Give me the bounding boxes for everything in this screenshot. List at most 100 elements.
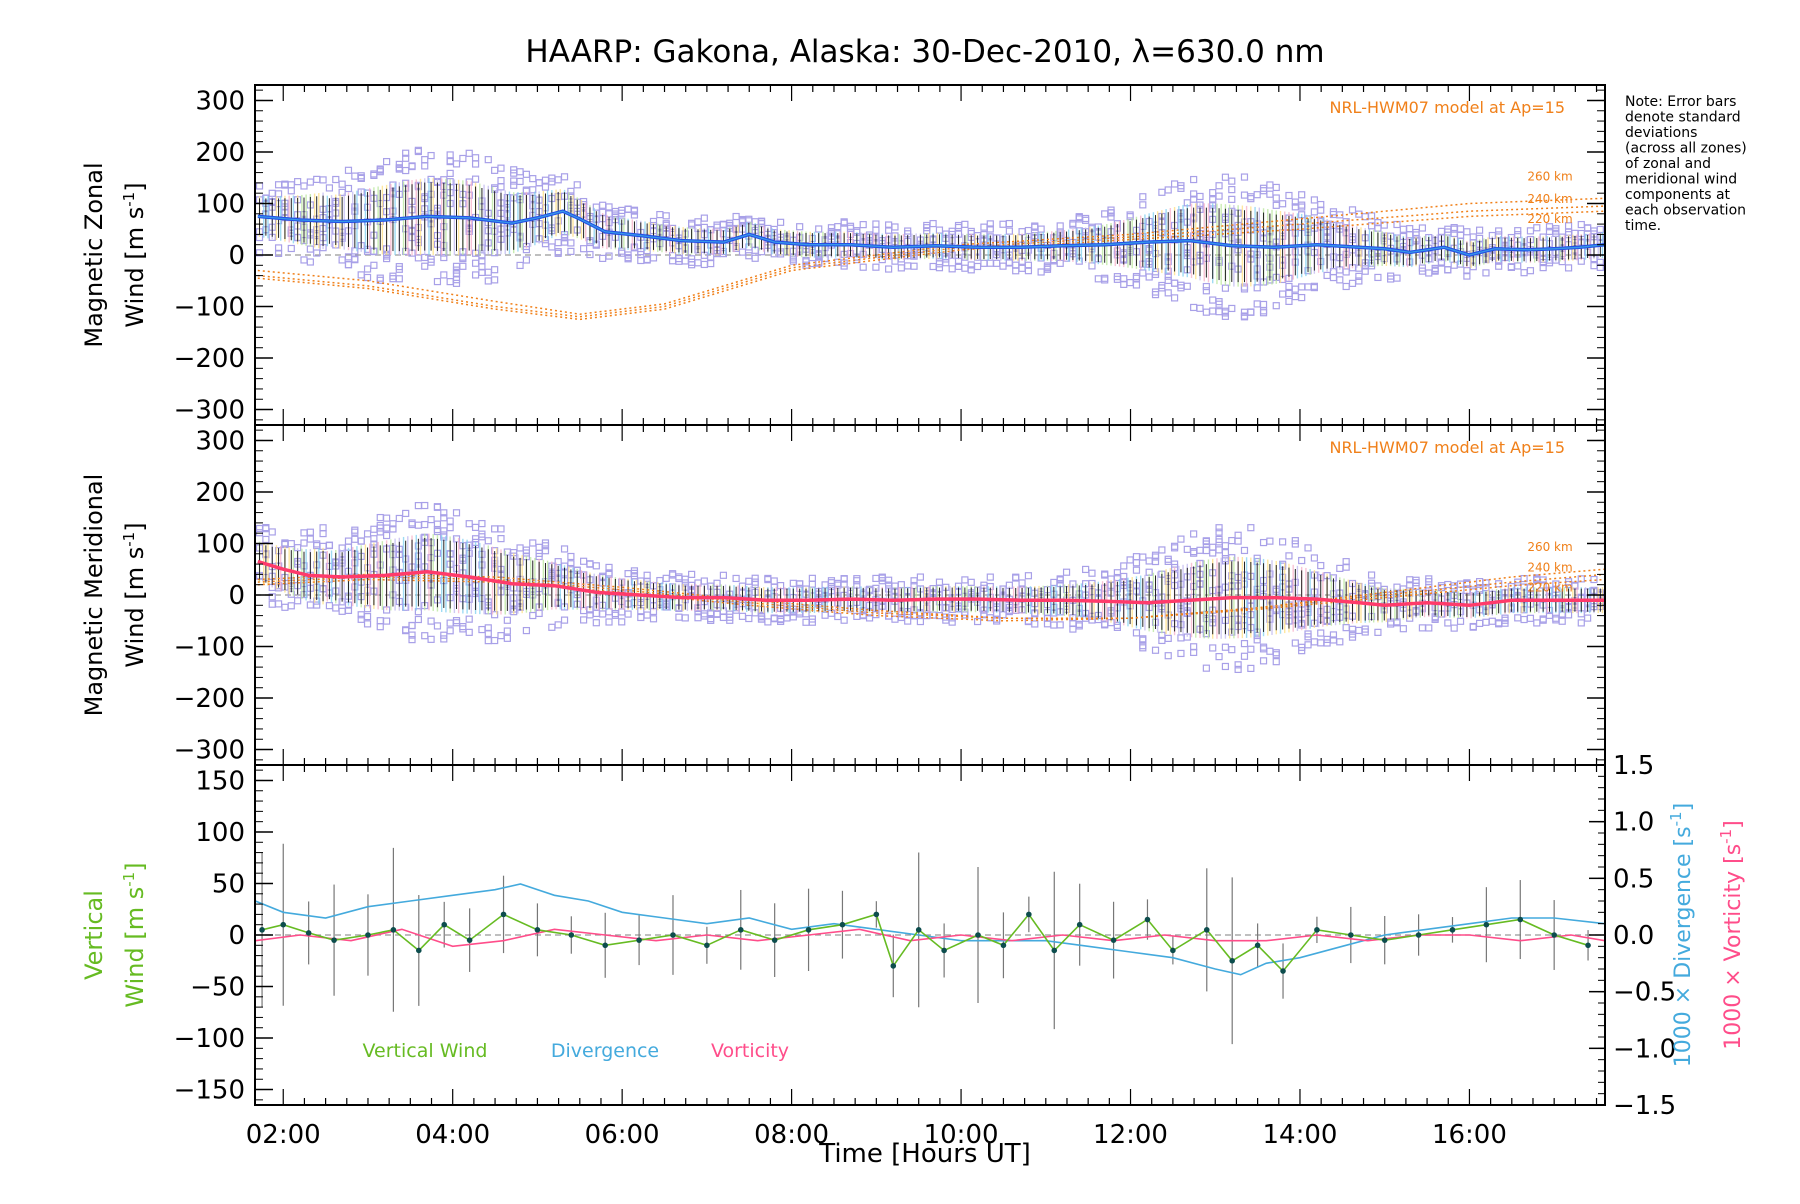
scatter-point [986, 573, 994, 581]
scatter-point [1272, 201, 1280, 209]
y-tick-label: −150 [174, 1076, 245, 1106]
scatter-point [1514, 227, 1522, 235]
vertical-wind-point [534, 927, 541, 933]
scatter-point [1202, 537, 1210, 546]
scatter-point [363, 265, 372, 273]
scatter-point [1215, 308, 1223, 316]
scatter-point [1329, 631, 1338, 639]
scatter-point [408, 636, 416, 644]
scatter-point [383, 157, 391, 166]
scatter-point [751, 254, 759, 262]
scatter-point [916, 573, 924, 581]
scatter-point [776, 218, 785, 226]
scatter-point [478, 519, 486, 528]
scatter-point [1190, 643, 1198, 651]
scatter-point [1139, 193, 1147, 201]
scatter-point [1355, 626, 1363, 635]
vertical-wind-point [636, 937, 642, 943]
scatter-point [452, 619, 461, 627]
scatter-point [1399, 625, 1407, 633]
scatter-point [1272, 302, 1280, 310]
scatter-point [1526, 227, 1535, 235]
scatter-point [1247, 193, 1255, 201]
scatter-point [1266, 647, 1274, 655]
scatter-point [1552, 616, 1560, 624]
scatter-point [700, 612, 708, 620]
scatter-point [389, 525, 397, 533]
scatter-point [1050, 578, 1058, 587]
scatter-point [961, 576, 969, 584]
scatter-point [1514, 262, 1522, 270]
scatter-point [395, 275, 403, 283]
scatter-point [560, 233, 569, 242]
scatter-point [440, 527, 448, 535]
panel-vertical: Vertical Wind Divergence Vorticity 1.5 1.0 0.… [80, 751, 1746, 1121]
scatter-point [1240, 652, 1249, 660]
scatter-point [567, 552, 575, 561]
scatter-point [325, 602, 334, 610]
scatter-point [1202, 546, 1210, 555]
scatter-point [1228, 177, 1236, 185]
y-tick-label: 0 [228, 581, 245, 611]
vertical-wind-point [1229, 957, 1235, 964]
scatter-point [605, 203, 613, 211]
scatter-point [1043, 264, 1052, 272]
scatter-point [1266, 190, 1274, 198]
scatter-point [497, 177, 505, 185]
scatter-point [529, 539, 537, 547]
scatter-point [1336, 564, 1344, 573]
note-line: each observation [1625, 203, 1746, 219]
scatter-point [929, 219, 937, 228]
scatter-point [1228, 304, 1236, 313]
scatter-point [281, 603, 289, 611]
scatter-point [1437, 227, 1446, 235]
scatter-point [1285, 552, 1293, 560]
scatter-point [548, 178, 556, 186]
scatter-point [1209, 296, 1217, 304]
scatter-point [1069, 219, 1077, 227]
scatter-point [1170, 279, 1179, 287]
scatter-point [1450, 225, 1458, 233]
scatter-point [1304, 641, 1312, 649]
scatter-point [344, 261, 353, 269]
y-axis-title-line2: Wind [m s-1] [120, 862, 149, 1007]
scatter-point [1247, 308, 1255, 316]
scatter-point [1228, 554, 1236, 562]
scatter-point [948, 265, 956, 273]
scatter-point [510, 181, 518, 189]
scatter-point [1132, 629, 1141, 637]
scatter-point [1088, 262, 1096, 270]
scatter-point [1367, 571, 1376, 579]
scatter-point [1253, 191, 1261, 199]
scatter-point [370, 261, 378, 269]
scatter-point [1151, 551, 1160, 559]
scatter-point [993, 259, 1001, 267]
scatter-point [1031, 620, 1039, 628]
scatter-point [491, 525, 499, 533]
scatter-point [1240, 283, 1249, 291]
scatter-point [440, 253, 448, 262]
scatter-point [427, 635, 435, 643]
scatter-point [1329, 273, 1338, 282]
scatter-point [1259, 643, 1268, 651]
scatter-point [1202, 287, 1210, 295]
scatter-point [935, 264, 944, 272]
scatter-point [459, 262, 467, 270]
scatter-point [1158, 281, 1166, 290]
scatter-point [827, 579, 836, 587]
scatter-point [465, 149, 473, 157]
scatter-point [1075, 620, 1083, 628]
x-tick-label: 04:00 [415, 1120, 490, 1150]
scatter-point [357, 271, 365, 279]
scatter-point [1164, 652, 1172, 660]
scatter-point [497, 183, 505, 191]
scatter-point [535, 179, 543, 187]
scatter-point [294, 597, 302, 605]
scatter-point [300, 256, 308, 264]
scatter-point [872, 226, 880, 234]
scatter-point [1234, 665, 1242, 674]
scatter-point [1240, 640, 1249, 648]
scatter-point [1170, 294, 1179, 302]
scatter-point [1240, 546, 1249, 555]
plot-area [255, 843, 1605, 1045]
